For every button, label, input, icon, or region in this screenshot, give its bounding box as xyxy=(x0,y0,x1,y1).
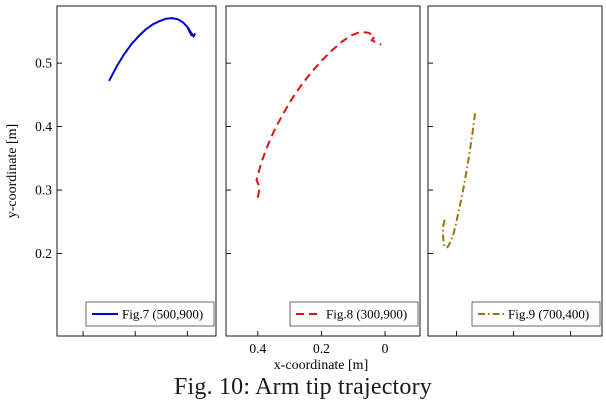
y-axis-label: y-coordinate [m] xyxy=(5,124,20,218)
x-axis-label: x-coordinate [m] xyxy=(274,358,368,373)
trajectory-fig8 xyxy=(255,31,382,198)
trajectory-fig7 xyxy=(108,17,197,82)
legend: Fig.9 (700,400) xyxy=(471,301,601,327)
figure-caption: Fig. 10: Arm tip trajectory xyxy=(173,374,433,400)
axes-box xyxy=(225,5,421,337)
legend: Fig.8 (300,900) xyxy=(289,301,419,327)
legend: Fig.7 (500,900) xyxy=(85,301,215,327)
panels-root: 0.2 0.3 0.4 0.5 Fig.7 (500,900) 0.4 0.2 0 Fig.8 … xyxy=(35,5,603,356)
y-tick-label: 0.3 xyxy=(35,183,52,198)
plot-panel-left: 0.2 0.3 0.4 0.5 Fig.7 (500,900) xyxy=(35,5,217,337)
legend-box xyxy=(85,301,215,327)
trajectory-fig9 xyxy=(441,113,477,249)
legend-label: Fig.9 (700,400) xyxy=(508,307,589,322)
axes-box xyxy=(427,5,603,337)
trajectory-chart: 0.2 0.3 0.4 0.5 Fig.7 (500,900) 0.4 0.2 0 Fig.8 … xyxy=(5,5,603,373)
axes-box xyxy=(56,5,217,337)
x-tick-label: 0 xyxy=(382,341,389,356)
y-tick-label: 0.4 xyxy=(35,119,52,134)
plot-panel-right: Fig.9 (700,400) xyxy=(427,5,603,337)
y-tick-label: 0.2 xyxy=(35,246,52,261)
legend-label: Fig.7 (500,900) xyxy=(122,307,203,322)
plot-panel-middle: 0.4 0.2 0 Fig.8 (300,900) xyxy=(225,5,421,356)
x-tick-label: 0.2 xyxy=(313,341,330,356)
y-tick-label: 0.5 xyxy=(35,56,52,71)
legend-label: Fig.8 (300,900) xyxy=(326,307,407,322)
x-tick-label: 0.4 xyxy=(249,341,266,356)
